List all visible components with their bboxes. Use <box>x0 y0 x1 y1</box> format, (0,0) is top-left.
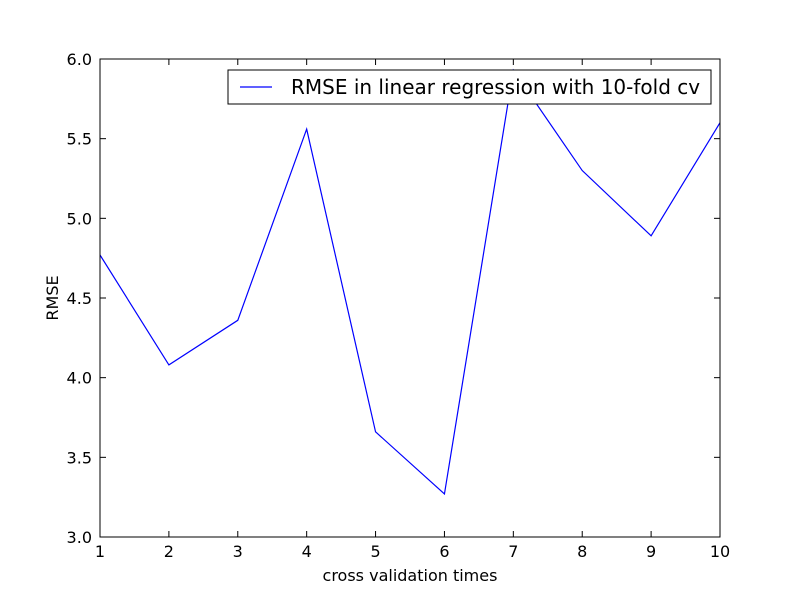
legend-label: RMSE in linear regression with 10-fold c… <box>291 75 700 99</box>
y-tick-label: 5.5 <box>67 130 92 149</box>
y-tick-label: 3.0 <box>67 528 92 547</box>
series-layer <box>100 68 720 496</box>
x-tick-label: 9 <box>646 542 656 561</box>
x-tick-label: 2 <box>164 542 174 561</box>
x-tick-label: 7 <box>508 542 518 561</box>
x-tick-label: 3 <box>233 542 243 561</box>
y-tick-label: 4.5 <box>67 289 92 308</box>
x-tick-label: 6 <box>439 542 449 561</box>
y-axis-label: RMSE <box>43 275 62 320</box>
x-axis-label: cross validation times <box>323 566 498 585</box>
x-tick-label: 10 <box>710 542 730 561</box>
x-tick-label: 1 <box>95 542 105 561</box>
x-tick-label: 4 <box>302 542 312 561</box>
legend: RMSE in linear regression with 10-fold c… <box>227 69 712 105</box>
y-tick-label: 4.0 <box>67 369 92 388</box>
series-line <box>100 68 720 496</box>
y-tick-label: 3.5 <box>67 448 92 467</box>
legend-box <box>227 69 712 105</box>
ticks-layer: 1 2 3 4 5 6 7 8 9 10 3.0 3.5 4.0 4.5 5.0 5.5 6.0 <box>67 50 731 561</box>
y-tick-label: 6.0 <box>67 50 92 69</box>
x-tick-label: 8 <box>577 542 587 561</box>
y-tick-label: 5.0 <box>67 209 92 228</box>
x-tick-label: 5 <box>370 542 380 561</box>
